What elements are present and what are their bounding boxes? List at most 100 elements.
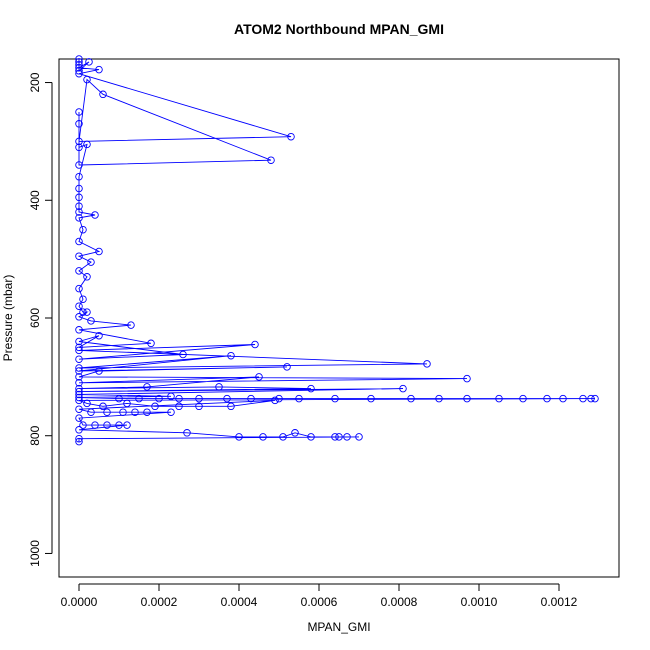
data-point [75,313,83,321]
x-tick-label: 0.0010 [461,595,498,609]
data-point [115,394,123,403]
data-point [75,337,83,346]
data-point [119,408,127,416]
x-tick-label: 0.0002 [141,595,178,609]
data-point [75,396,83,405]
data-point [75,414,83,422]
data-point [75,64,83,72]
data-point [355,433,363,441]
y-tick-label: 400 [28,190,42,210]
data-point [123,399,131,408]
data-point [79,308,87,316]
data-point [75,237,83,246]
data-point [291,429,299,437]
data-point [103,421,111,429]
data-point [75,108,83,116]
data-point [115,421,123,429]
data-point [83,308,91,316]
data-point [275,394,283,403]
data-point [83,140,91,149]
data-point [75,373,83,381]
data-point [343,433,351,441]
data-point [75,67,83,75]
data-point [543,394,551,403]
data-point [75,202,83,210]
y-tick-label: 1000 [28,540,42,567]
data-point [127,321,135,329]
data-point [227,351,235,360]
data-point [87,258,95,266]
y-tick-label: 600 [28,308,42,328]
data-point [75,434,83,443]
data-point [247,394,255,403]
data-point [75,364,83,372]
data-point [235,433,243,441]
data-point [463,374,471,383]
data-point [283,363,291,371]
data-point [79,295,87,303]
data-point [167,392,175,401]
data-point [167,408,175,416]
data-point [131,408,139,416]
data-point [95,367,103,375]
data-point [75,355,83,363]
data-point [75,137,83,146]
data-point [295,394,303,403]
data-point [143,383,151,391]
data-point [423,360,431,368]
data-point [175,402,183,411]
data-point [215,383,223,391]
data-point [287,132,295,141]
data-point [579,394,587,403]
data-point [227,402,235,411]
data-point [75,120,83,128]
data-point [75,379,83,387]
data-point [75,390,83,399]
y-axis-label: Pressure (mbar) [1,275,15,362]
data-point [271,396,279,405]
data-point [183,429,191,437]
data-point [75,267,83,275]
data-point [99,402,107,411]
data-point [95,65,103,74]
data-point [75,193,83,202]
data-point [331,394,339,403]
x-tick-label: 0.0004 [221,595,258,609]
x-tick-label: 0.0008 [381,595,418,609]
data-point [75,437,83,446]
data-point [587,394,595,403]
data-point [123,421,131,429]
data-point [195,402,203,411]
data-point [75,143,83,152]
data-point [75,326,83,334]
data-point [259,433,267,441]
data-point [79,421,87,429]
data-point [95,331,103,340]
data-point [75,61,83,69]
x-tick-label: 0.0012 [541,595,578,609]
data-point [267,156,275,164]
data-point [75,161,83,169]
data-point [399,384,407,393]
data-point [79,225,87,234]
data-point [75,69,83,78]
data-point [307,384,315,393]
data-point [463,394,471,403]
data-point [87,317,95,325]
data-point [85,58,93,66]
data-point [135,394,143,403]
data-point [407,394,415,403]
x-axis: 0.0000 0.0002 0.0004 0.0006 0.0008 0.0010 0.00… [61,583,578,609]
data-point [75,384,83,393]
series-line [77,59,596,442]
y-tick-label: 800 [28,425,42,445]
chart-title: ATOM2 Northbound MPAN_GMI [234,21,444,37]
data-point [75,393,83,402]
data-point [335,433,343,441]
data-point [99,90,107,99]
x-tick-label: 0.0000 [61,595,98,609]
series-layer [75,55,599,446]
data-point [75,214,83,222]
x-axis-label: MPAN_GMI [307,620,370,634]
